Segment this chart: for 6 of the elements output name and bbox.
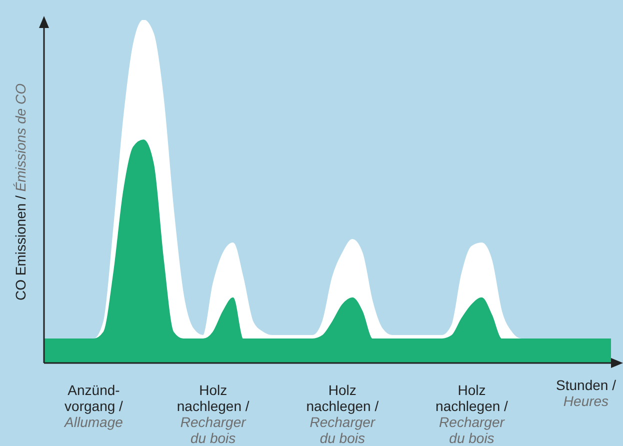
x-tick-label: Holz nachlegen / Recharger du bois (436, 382, 508, 446)
x-tick-label: Holz nachlegen / Recharger du bois (176, 382, 250, 446)
y-axis-title: CO Emissionen / Émissions de CO (12, 82, 28, 300)
x-tick-label: Anzünd- vorgang / Allumage (64, 382, 124, 430)
x-tick-label: Holz nachlegen / Recharger du bois (306, 382, 379, 446)
x-axis-title: Stunden / Heures (555, 377, 617, 409)
